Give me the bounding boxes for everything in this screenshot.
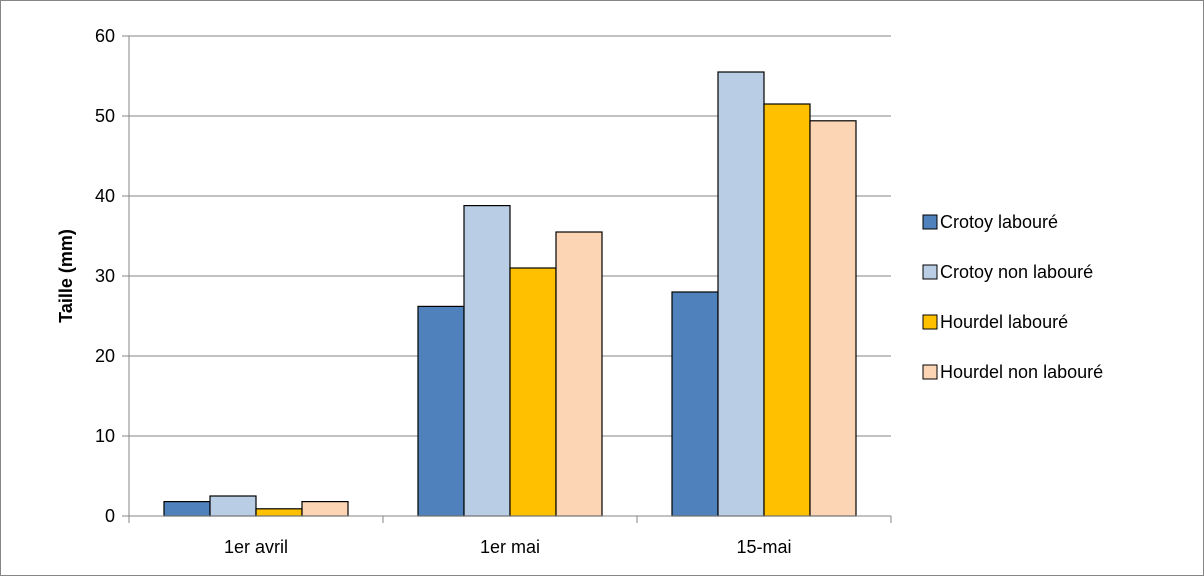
y-tick-label: 0 [105, 506, 115, 526]
bar [255, 508, 303, 517]
legend: Crotoy labouré Crotoy non labouré Hourdel … [922, 212, 1103, 382]
legend-swatch [922, 214, 938, 230]
x-tick-labels: 1er avril 1er mai 15-mai [224, 537, 792, 557]
x-tick-label: 1er mai [480, 537, 540, 557]
bar [717, 71, 765, 517]
y-axis-label: Taille (mm) [56, 229, 76, 323]
axes [128, 36, 892, 523]
bars [163, 71, 857, 517]
bar [509, 267, 557, 517]
bar [763, 103, 811, 517]
legend-swatch [922, 314, 938, 330]
legend-swatch [922, 264, 938, 280]
bar [301, 501, 349, 517]
bar [163, 501, 211, 517]
y-tick-label: 10 [95, 426, 115, 446]
y-tick-label: 40 [95, 186, 115, 206]
legend-label: Crotoy non labouré [940, 262, 1093, 282]
x-tick-label: 15-mai [736, 537, 791, 557]
y-tick-labels: 0 10 20 30 40 50 60 [95, 26, 115, 526]
bar [555, 231, 603, 517]
bar [809, 120, 857, 517]
bar [417, 305, 465, 517]
bar [463, 205, 511, 517]
legend-label: Hourdel non labouré [940, 362, 1103, 382]
y-tick-label: 60 [95, 26, 115, 46]
y-tick-label: 20 [95, 346, 115, 366]
legend-label: Hourdel labouré [940, 312, 1068, 332]
legend-swatch [922, 364, 938, 380]
bar [671, 291, 719, 517]
y-tick-label: 50 [95, 106, 115, 126]
y-tick-label: 30 [95, 266, 115, 286]
x-tick-label: 1er avril [224, 537, 288, 557]
legend-label: Crotoy labouré [940, 212, 1058, 232]
bar [209, 495, 257, 517]
